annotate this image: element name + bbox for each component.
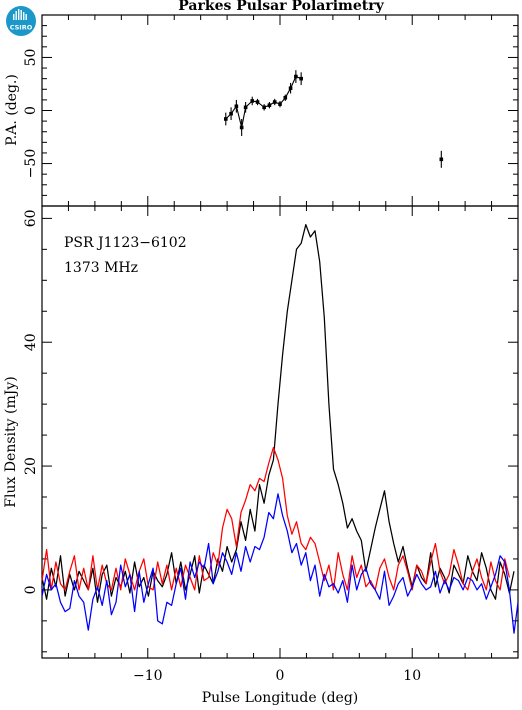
pa-frame <box>41 14 519 207</box>
flux-density-panel: Flux Density (mJy) Pulse Longitude (deg)… <box>3 205 519 706</box>
csiro-logo: CSIRO <box>6 6 36 36</box>
x-tick-label: 0 <box>276 668 285 684</box>
flux-y-tick-label: 40 <box>23 333 39 351</box>
pa-point <box>267 103 272 107</box>
position-angle-panel: Parkes Pulsar Polarimetry P.A. (deg.) 50… <box>4 0 519 207</box>
pa-axis-ticks: 50 0 −50 <box>23 15 519 206</box>
pa-point <box>255 100 260 104</box>
logo-bars-icon <box>13 9 27 20</box>
pa-point <box>278 102 282 106</box>
pa-point <box>243 105 248 110</box>
pa-axis-label: P.A. (deg.) <box>4 74 20 146</box>
pulsar-name-annotation: PSR J1123−6102 <box>64 235 187 251</box>
flux-profile-lines <box>41 223 519 634</box>
pa-connecting-line <box>225 75 302 128</box>
frequency-annotation: 1373 MHz <box>64 260 138 276</box>
flux-axis-label: Flux Density (mJy) <box>3 376 19 507</box>
x-tick-label: −10 <box>133 668 163 684</box>
pa-point <box>294 74 298 79</box>
pa-point <box>272 100 277 104</box>
flux-y-tick-label: 60 <box>23 209 39 227</box>
total-intensity-line <box>41 223 515 603</box>
pa-point <box>262 105 266 110</box>
pa-point <box>239 125 244 130</box>
flux-axis-ticks: 0 20 40 60 −10 0 10 <box>23 206 519 684</box>
x-tick-label: 10 <box>403 668 421 684</box>
pa-point <box>439 157 444 162</box>
chart-title: Parkes Pulsar Polarimetry <box>178 0 384 14</box>
pa-point <box>250 99 255 103</box>
flux-y-tick-label: 0 <box>23 585 39 594</box>
logo-text: CSIRO <box>10 24 33 32</box>
pa-data-points <box>223 70 444 168</box>
pa-point <box>283 95 288 100</box>
pa-y-tick-label: −50 <box>23 149 39 179</box>
pa-y-tick-label: 50 <box>23 49 39 67</box>
pa-point <box>234 104 239 109</box>
logo-badge <box>6 6 36 36</box>
pa-point <box>229 111 233 116</box>
pa-y-tick-label: 0 <box>23 106 39 115</box>
pa-point <box>299 76 303 81</box>
pa-point <box>288 86 293 91</box>
x-axis-label: Pulse Longitude (deg) <box>202 690 359 706</box>
linear-polarization-line <box>41 446 511 591</box>
flux-y-tick-label: 20 <box>23 457 39 475</box>
circular-polarization-line <box>41 493 519 634</box>
pa-point <box>223 117 228 121</box>
